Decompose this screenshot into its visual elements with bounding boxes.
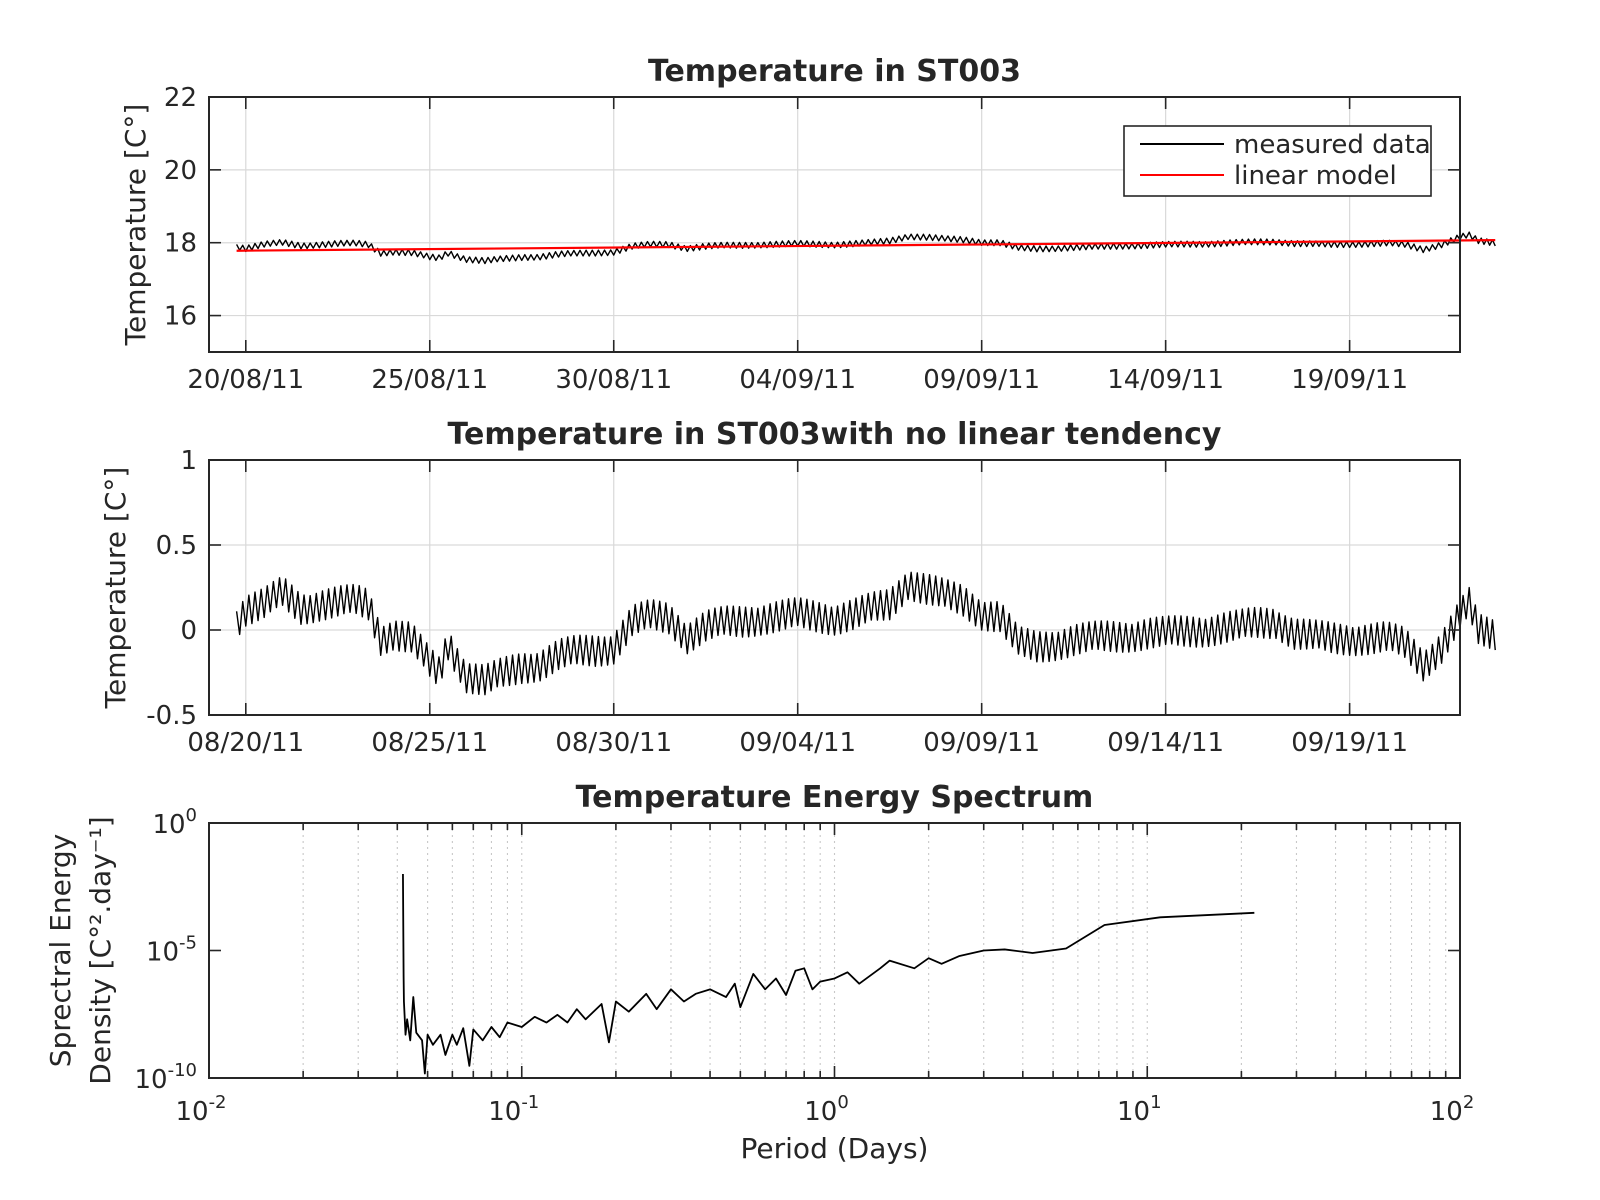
y-tick-label: 0.5 bbox=[156, 531, 197, 561]
x-tick-label: 08/25/11 bbox=[371, 728, 488, 758]
plot-frame bbox=[208, 96, 1461, 353]
x-tick-base: 10 bbox=[1117, 1097, 1150, 1127]
y-tick-label: 18 bbox=[164, 229, 197, 259]
x-tick-exponent: 1 bbox=[1150, 1092, 1161, 1113]
x-tick-label: 09/09/11 bbox=[923, 365, 1040, 395]
chart-title: Temperature in ST003 bbox=[648, 54, 1021, 89]
x-tick-label: 08/20/11 bbox=[187, 728, 304, 758]
panel-2: 08/20/11 08/25/11 08/30/11 09/04/11 09/09/11… bbox=[99, 417, 1496, 758]
series-measured-line bbox=[235, 571, 1496, 696]
x-tick-label: 09/09/11 bbox=[923, 728, 1040, 758]
x-tick-label: 10-2 bbox=[175, 1092, 226, 1127]
x-tick-label: 08/30/11 bbox=[555, 728, 672, 758]
y-tick-label: 10-5 bbox=[146, 933, 197, 968]
y-axis-label-line1: Sprectral Energy bbox=[44, 834, 77, 1067]
y-tick-label: 20 bbox=[164, 156, 197, 186]
y-tick-base: 10 bbox=[146, 938, 179, 968]
x-tick-label: 09/04/11 bbox=[739, 728, 856, 758]
x-tick-label: 09/14/11 bbox=[1107, 728, 1224, 758]
legend-label: linear model bbox=[1234, 161, 1397, 191]
y-tick-exponent: -10 bbox=[168, 1060, 197, 1081]
legend-box bbox=[1123, 125, 1432, 197]
y-tick-label: 100 bbox=[152, 805, 197, 840]
x-tick-base: 10 bbox=[488, 1097, 521, 1127]
x-tick-base: 10 bbox=[175, 1097, 208, 1127]
x-tick-label: 10-1 bbox=[488, 1092, 539, 1127]
x-tick-label: 20/08/11 bbox=[187, 365, 304, 395]
y-tick-exponent: 0 bbox=[186, 805, 197, 826]
y-axis-label: Temperature [C°] bbox=[99, 467, 132, 710]
panel-1: 20/08/11 25/08/11 30/08/11 04/09/11 09/09/11… bbox=[119, 54, 1496, 395]
x-tick-exponent: 2 bbox=[1463, 1092, 1474, 1113]
y-tick-label: 10-10 bbox=[135, 1060, 198, 1095]
chart-title: Temperature in ST003with no linear tende… bbox=[448, 417, 1222, 452]
x-tick-exponent: 0 bbox=[837, 1092, 848, 1113]
x-tick-base: 10 bbox=[1430, 1097, 1463, 1127]
x-tick-label: 30/08/11 bbox=[555, 365, 672, 395]
panel-3: 10-2 10-1 100 101 10210-1010-5100Temperature… bbox=[44, 780, 1474, 1165]
x-tick-base: 10 bbox=[804, 1097, 837, 1127]
x-tick-label: 101 bbox=[1117, 1092, 1162, 1127]
y-tick-base: 10 bbox=[135, 1065, 168, 1095]
y-tick-label: 0 bbox=[180, 616, 197, 646]
x-tick-label: 100 bbox=[804, 1092, 849, 1127]
x-tick-label: 09/19/11 bbox=[1291, 728, 1408, 758]
series-measured-line bbox=[235, 231, 1496, 265]
legend-label: measured data bbox=[1234, 130, 1431, 160]
x-tick-label: 102 bbox=[1430, 1092, 1475, 1127]
x-tick-label: 14/09/11 bbox=[1107, 365, 1224, 395]
x-tick-label: 04/09/11 bbox=[739, 365, 856, 395]
plot-frame bbox=[208, 459, 1461, 716]
x-tick-label: 25/08/11 bbox=[371, 365, 488, 395]
y-tick-label: 22 bbox=[164, 83, 197, 113]
x-tick-exponent: -1 bbox=[521, 1092, 539, 1113]
series-linear-model-line bbox=[236, 239, 1496, 252]
x-tick-label: 19/09/11 bbox=[1291, 365, 1408, 395]
series-spectrum-line bbox=[402, 873, 1255, 1075]
y-tick-label: -0.5 bbox=[146, 701, 197, 731]
y-axis-label: Temperature [C°] bbox=[119, 104, 152, 347]
chart-title: Temperature Energy Spectrum bbox=[576, 780, 1094, 815]
y-tick-exponent: -5 bbox=[179, 933, 197, 954]
x-axis-label: Period (Days) bbox=[741, 1132, 929, 1165]
x-tick-exponent: -2 bbox=[209, 1092, 227, 1113]
y-tick-label: 1 bbox=[180, 446, 197, 476]
y-tick-label: 16 bbox=[164, 302, 197, 332]
y-tick-base: 10 bbox=[152, 810, 185, 840]
y-axis-label-line2: Density [C°².day⁻¹] bbox=[84, 816, 117, 1084]
